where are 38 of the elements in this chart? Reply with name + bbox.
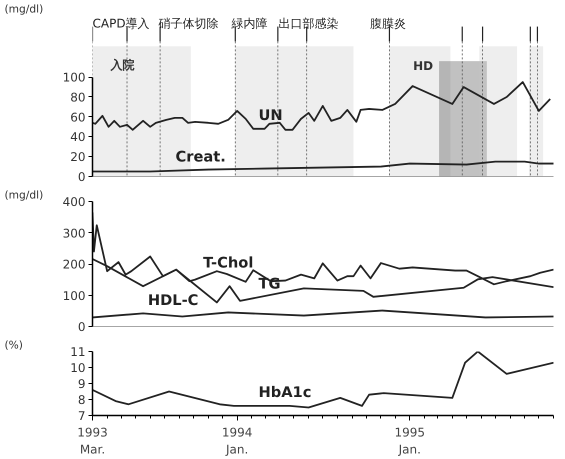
x-tick-label: 1994 Jan.: [222, 426, 252, 456]
ref-line-label: 腹膜炎: [370, 16, 406, 31]
y-tick-label: 100: [62, 288, 86, 303]
series-label: UN: [258, 106, 283, 124]
line-series: [92, 310, 554, 318]
y-tick-label: 400: [62, 195, 86, 209]
ref-line-label: CAPD導入: [92, 16, 150, 31]
line-series: [92, 160, 554, 172]
y-tick-label: 200: [62, 258, 86, 272]
y-tick-label: 60: [70, 110, 86, 124]
y-tick-label: 0: [78, 320, 86, 334]
y-tick-label: 7: [78, 409, 86, 423]
y-axis-title: (mg/dl): [4, 2, 44, 16]
line-series: [92, 352, 554, 408]
y-tick-label: 11: [70, 345, 86, 359]
band-label: HD: [413, 59, 434, 74]
series-label: HbA1c: [258, 384, 312, 401]
y-tick-label: 8: [78, 393, 86, 407]
x-tick-label: 1993 Mar.: [77, 426, 108, 456]
y-axis-title: (%): [4, 338, 23, 352]
series-label: Creat.: [175, 148, 226, 166]
ref-line-label: 硝子体切除: [158, 16, 218, 31]
y-tick-label: 9: [78, 377, 86, 391]
ref-line-label: 緑内障: [230, 16, 268, 31]
series-label: T-Chol: [203, 254, 254, 272]
ref-line-label: 出口部感染: [278, 16, 338, 31]
y-tick-label: 20: [70, 150, 86, 164]
x-tick-label: 1995 Jan.: [394, 426, 426, 456]
line-series: [92, 81, 552, 131]
y-tick-label: 100: [62, 70, 86, 85]
y-tick-label: 0: [78, 170, 86, 184]
y-tick-label: 300: [62, 226, 86, 240]
y-axis-title: (mg/dl): [4, 188, 44, 202]
y-tick-label: 80: [70, 90, 86, 104]
y-tick-label: 10: [70, 361, 86, 375]
y-tick-label: 40: [70, 130, 86, 144]
series-label: HDL-C: [148, 292, 198, 309]
band-label: 入院: [110, 58, 134, 72]
